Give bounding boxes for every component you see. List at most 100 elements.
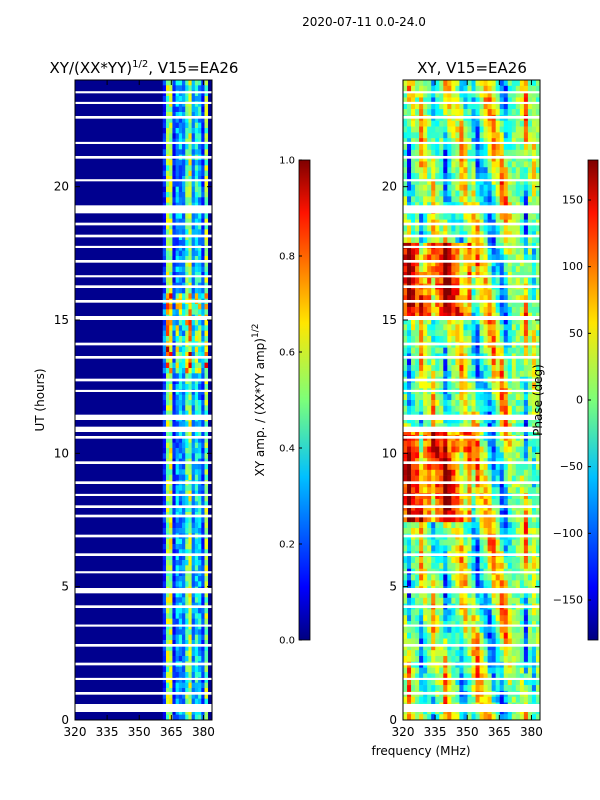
amp-cell (194, 442, 199, 449)
amp-cell (201, 389, 205, 395)
amp-cell (162, 325, 167, 331)
phase-cell (407, 103, 412, 110)
amp-cell (204, 629, 209, 635)
phase-cell (531, 475, 537, 482)
amp-cell (204, 608, 209, 614)
phase-cell (447, 306, 452, 314)
phase-cell (467, 440, 472, 447)
amp-cell (169, 352, 173, 358)
phase-cell (467, 97, 472, 104)
amp-cell (191, 293, 196, 299)
phase-cell (411, 469, 416, 476)
phase-cell (447, 289, 452, 296)
amp-cell (182, 517, 186, 523)
phase-cell (443, 400, 448, 407)
phase-cell (487, 109, 492, 116)
amp-cell (182, 90, 186, 97)
amp-cell (169, 96, 173, 102)
amp-cell (204, 85, 209, 91)
phase-cell (403, 609, 408, 616)
amp-cell (178, 186, 183, 193)
phase-cell (499, 178, 505, 186)
phase-cell (483, 254, 488, 261)
phase-cell (431, 615, 436, 622)
amp-cell (188, 538, 192, 545)
phase-cell (479, 423, 484, 430)
amp-cell (169, 650, 173, 657)
amp-cell (185, 309, 189, 315)
phase-cell (519, 516, 525, 523)
phase-cell (411, 423, 416, 430)
phase-cell (519, 85, 525, 92)
phase-cell (403, 126, 408, 133)
amp-cell (194, 85, 199, 91)
phase-cell (447, 562, 452, 570)
phase-cell (507, 260, 513, 267)
amp-cell (175, 442, 180, 449)
amp-cell (194, 592, 199, 598)
amp-cell (191, 554, 196, 561)
phase-cell (487, 295, 492, 302)
phase-cell (495, 423, 501, 430)
amp-cell (162, 240, 167, 246)
amp-cell (201, 320, 205, 326)
phase-cell (403, 557, 408, 564)
amp-cell (182, 544, 186, 550)
phase-cell (463, 423, 468, 430)
amp-cell (169, 618, 173, 625)
phase-cell (467, 400, 472, 407)
phase-cell (507, 400, 513, 407)
phase-cell (415, 481, 420, 488)
phase-cell (423, 446, 428, 453)
phase-cell (459, 213, 464, 220)
flagged-gap (75, 179, 212, 182)
amp-cell (204, 101, 209, 107)
phase-cell (467, 487, 472, 494)
phase-cell (439, 580, 444, 587)
phase-cell (439, 277, 444, 284)
amp-cell (162, 538, 167, 545)
phase-cell (523, 85, 529, 92)
amp-cell (182, 581, 186, 587)
phase-cell (507, 155, 513, 162)
phase-cell (523, 97, 529, 104)
phase-cell (531, 592, 537, 599)
phase-cell (439, 562, 444, 570)
phase-cell (467, 580, 472, 587)
phase-cell (471, 109, 476, 116)
phase-cell (483, 97, 488, 104)
phase-cell (487, 545, 492, 552)
amp-cell (175, 261, 180, 267)
phase-cell (471, 522, 476, 529)
phase-cell (483, 301, 488, 308)
phase-cell (487, 289, 492, 296)
phase-cell (519, 155, 525, 162)
phase-cell (527, 510, 533, 517)
amp-cell (201, 394, 205, 401)
phase-cell (467, 359, 472, 366)
phase-cell (479, 173, 484, 180)
amp-cell (172, 133, 176, 139)
phase-cell (439, 370, 444, 378)
amp-cell (198, 432, 202, 438)
phase-cell (415, 580, 420, 587)
amp-cell (201, 85, 205, 91)
amp-cell (182, 709, 186, 715)
amp-cell (169, 528, 173, 534)
phase-cell (487, 440, 492, 447)
phase-cell (475, 626, 480, 634)
phase-cell (519, 452, 525, 459)
amp-cell (182, 368, 186, 374)
phase-cell (435, 452, 440, 459)
phase-cell (455, 370, 460, 378)
phase-cell (531, 312, 537, 319)
phase-cell (503, 202, 509, 209)
amp-cell (165, 160, 170, 166)
amp-cell (162, 170, 167, 177)
phase-cell (515, 324, 521, 331)
amp-cell (162, 421, 167, 427)
phase-cell (419, 318, 424, 325)
phase-cell (443, 97, 448, 104)
phase-cell (447, 138, 452, 145)
phase-cell (483, 469, 488, 476)
